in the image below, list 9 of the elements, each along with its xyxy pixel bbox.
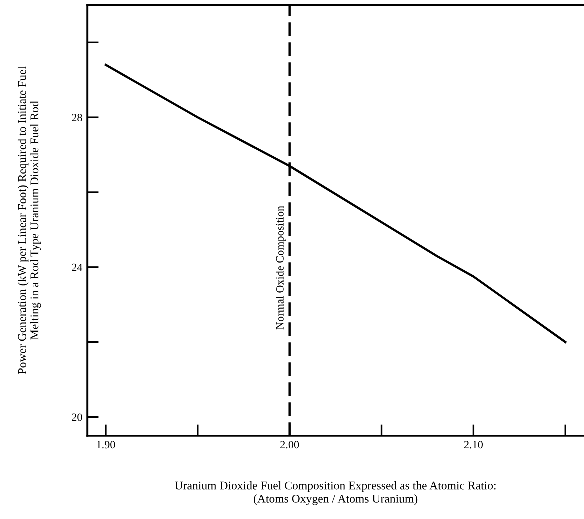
x-tick-label: 1.90 [97,441,116,449]
x-axis-title: Uranium Dioxide Fuel Composition Expressed as the Atomic Ratio: (Atoms Oxygen / Atoms Uranium) [175,481,496,506]
y-tick-label: 24 [72,264,83,272]
y-tick-label: 20 [72,414,82,422]
ref-line-label: Normal Oxide Composition [276,206,286,330]
x-tick-label: 2.00 [280,441,300,449]
y-tick-label: 28 [72,114,82,122]
x-tick-label: 2.10 [464,441,483,449]
y-axis-title: Power Generation (kW per Linear Foot) Required to Initiate Fuel Melting in a Rod Type Uranium Dioxide Fuel Rod [18,66,42,374]
